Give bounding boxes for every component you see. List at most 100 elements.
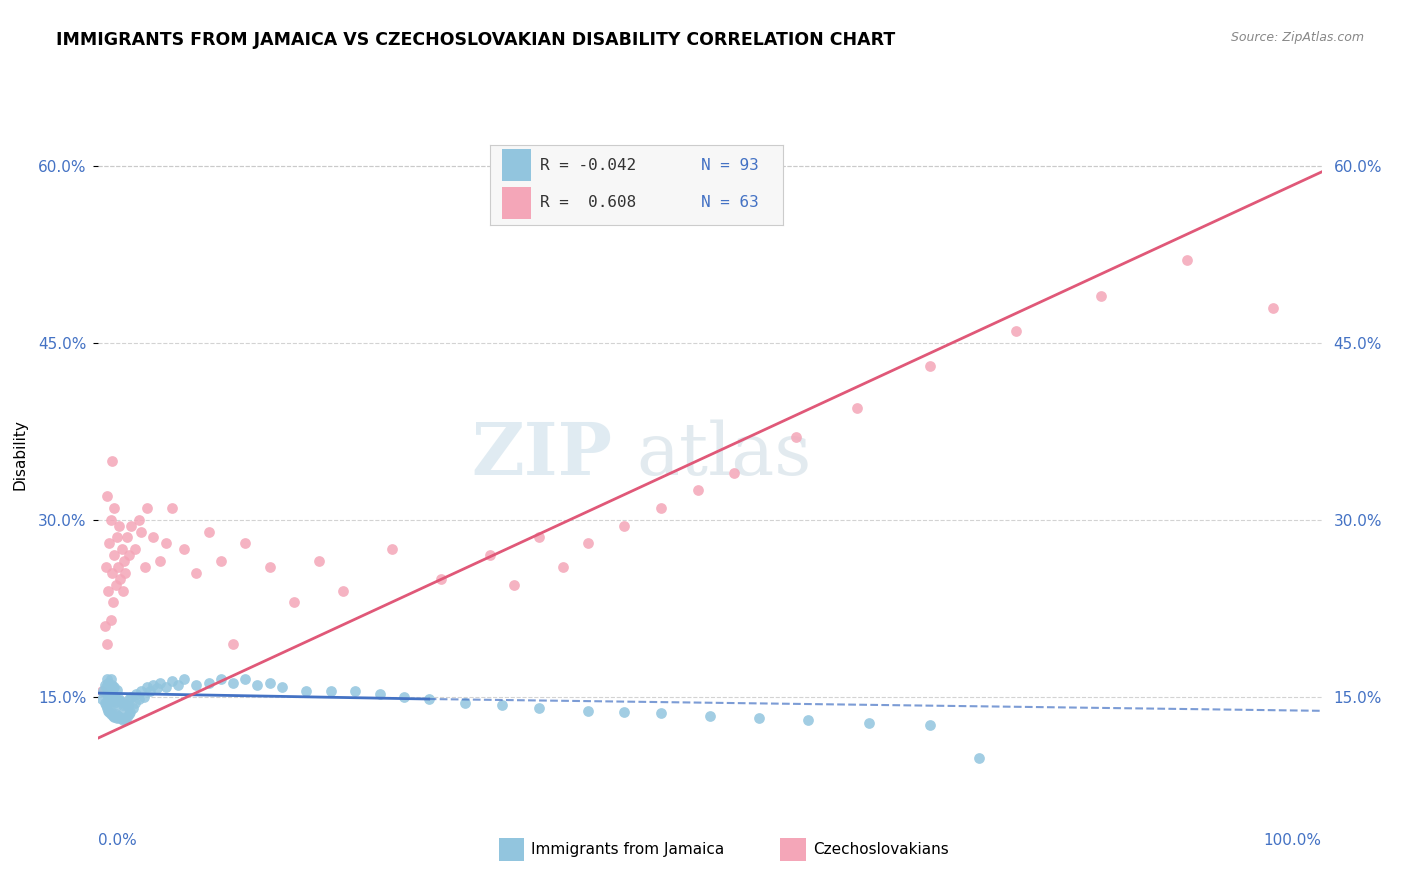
Text: atlas: atlas xyxy=(637,419,813,491)
Point xyxy=(121,701,143,715)
Text: Source: ZipAtlas.com: Source: ZipAtlas.com xyxy=(1230,31,1364,45)
Point xyxy=(197,524,219,539)
Point xyxy=(107,708,129,723)
Point xyxy=(94,698,117,712)
Point xyxy=(125,687,148,701)
Point xyxy=(129,524,152,539)
Point xyxy=(454,696,477,710)
Point xyxy=(142,531,165,545)
Point xyxy=(118,707,141,722)
Point xyxy=(93,678,115,692)
Point xyxy=(233,536,256,550)
Point xyxy=(101,708,124,723)
Point xyxy=(120,690,142,704)
Point xyxy=(124,542,146,557)
Point xyxy=(785,430,807,444)
Point xyxy=(103,548,125,562)
Point xyxy=(368,687,391,701)
Point xyxy=(91,683,114,698)
Point xyxy=(93,696,115,710)
Point xyxy=(110,572,132,586)
Point xyxy=(96,701,118,715)
Point xyxy=(101,595,124,609)
Text: R =  0.608: R = 0.608 xyxy=(540,195,636,211)
Point xyxy=(186,678,208,692)
Text: Immigrants from Jamaica: Immigrants from Jamaica xyxy=(531,842,724,856)
Point xyxy=(699,708,721,723)
Point xyxy=(117,699,139,714)
Point xyxy=(527,531,550,545)
Text: 0.0%: 0.0% xyxy=(98,832,138,847)
Point xyxy=(103,500,125,515)
Point xyxy=(332,583,354,598)
Point xyxy=(105,682,128,697)
Point xyxy=(503,577,526,591)
Point xyxy=(114,712,136,726)
Point xyxy=(197,675,219,690)
Point xyxy=(112,711,135,725)
Point xyxy=(97,583,120,598)
Point xyxy=(149,675,172,690)
Point xyxy=(186,566,208,580)
Point xyxy=(246,678,269,692)
Point xyxy=(103,709,125,723)
Point xyxy=(392,690,416,704)
Point xyxy=(797,713,820,727)
Point xyxy=(104,707,127,722)
Point xyxy=(96,687,118,701)
Point xyxy=(114,697,136,711)
Point xyxy=(108,518,131,533)
Point xyxy=(308,554,330,568)
Point xyxy=(118,692,141,706)
Point xyxy=(91,683,114,698)
Point xyxy=(155,536,177,550)
Point xyxy=(845,401,868,415)
Point xyxy=(112,554,135,568)
Point xyxy=(613,518,636,533)
Point xyxy=(259,560,281,574)
Point xyxy=(491,698,513,712)
Point xyxy=(173,542,195,557)
Point xyxy=(101,566,124,580)
Point xyxy=(111,583,134,598)
Point xyxy=(105,531,128,545)
Point xyxy=(134,560,156,574)
Point xyxy=(160,500,183,515)
Point xyxy=(209,554,232,568)
Point xyxy=(136,680,159,694)
Point xyxy=(142,678,165,692)
Point xyxy=(319,683,342,698)
Point xyxy=(100,613,122,627)
Point xyxy=(1004,324,1026,338)
Point xyxy=(97,690,120,704)
Point xyxy=(967,751,990,765)
Point xyxy=(650,500,672,515)
Point xyxy=(100,682,122,697)
Point xyxy=(118,548,141,562)
Point xyxy=(115,531,138,545)
Y-axis label: Disability: Disability xyxy=(13,419,27,491)
Bar xyxy=(502,149,531,181)
Point xyxy=(107,560,129,574)
Point xyxy=(112,696,135,710)
Point xyxy=(920,359,942,374)
Point xyxy=(128,513,150,527)
Point xyxy=(155,680,177,694)
Point xyxy=(613,705,636,719)
Point xyxy=(105,698,128,712)
Point xyxy=(101,454,124,468)
Text: 100.0%: 100.0% xyxy=(1264,832,1322,847)
Point xyxy=(132,690,155,704)
Point xyxy=(103,696,125,710)
Point xyxy=(107,693,129,707)
Point xyxy=(173,672,195,686)
Point xyxy=(295,683,318,698)
Point xyxy=(160,674,183,689)
Point xyxy=(104,577,127,591)
Point xyxy=(100,707,122,722)
Point xyxy=(723,466,745,480)
Text: IMMIGRANTS FROM JAMAICA VS CZECHOSLOVAKIAN DISABILITY CORRELATION CHART: IMMIGRANTS FROM JAMAICA VS CZECHOSLOVAKI… xyxy=(56,31,896,49)
Point xyxy=(146,681,169,696)
Point xyxy=(858,715,880,730)
Point xyxy=(111,698,134,712)
